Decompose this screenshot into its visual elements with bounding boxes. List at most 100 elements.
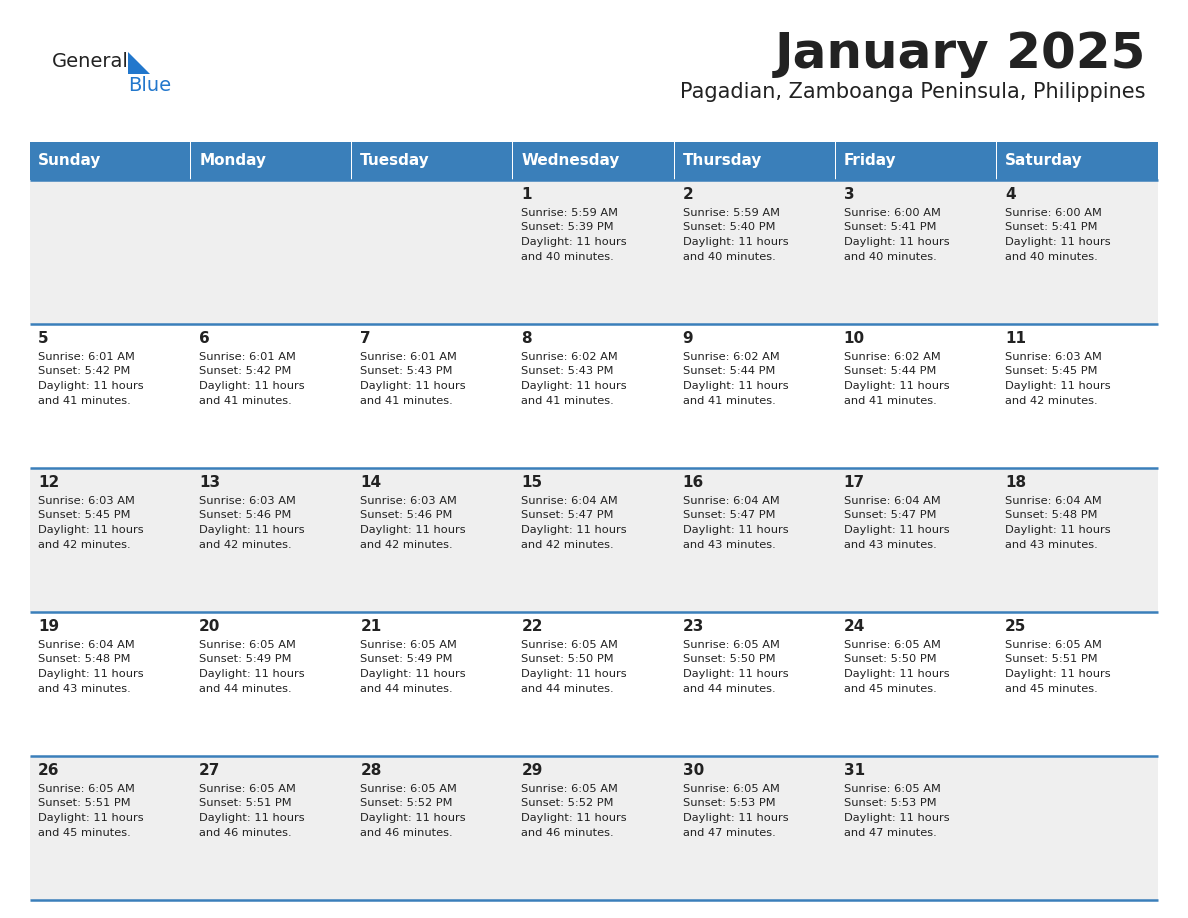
Text: and 45 minutes.: and 45 minutes.	[843, 684, 936, 693]
Text: 22: 22	[522, 619, 543, 634]
Bar	[513, 142, 675, 180]
Bar	[997, 142, 1158, 180]
Text: Daylight: 11 hours: Daylight: 11 hours	[200, 669, 305, 679]
Text: 9: 9	[683, 331, 693, 346]
Text: Sunset: 5:45 PM: Sunset: 5:45 PM	[38, 510, 131, 521]
Text: Daylight: 11 hours: Daylight: 11 hours	[38, 813, 144, 823]
Text: Sunset: 5:46 PM: Sunset: 5:46 PM	[360, 510, 453, 521]
Text: Daylight: 11 hours: Daylight: 11 hours	[38, 669, 144, 679]
Text: Sunrise: 6:05 AM: Sunrise: 6:05 AM	[843, 640, 941, 650]
Text: Sunrise: 6:05 AM: Sunrise: 6:05 AM	[200, 640, 296, 650]
Text: Sunrise: 6:05 AM: Sunrise: 6:05 AM	[843, 784, 941, 794]
Text: Sunrise: 6:01 AM: Sunrise: 6:01 AM	[200, 352, 296, 362]
Text: Daylight: 11 hours: Daylight: 11 hours	[843, 813, 949, 823]
Text: and 41 minutes.: and 41 minutes.	[38, 396, 131, 406]
Text: General: General	[52, 52, 128, 71]
Text: Sunrise: 6:05 AM: Sunrise: 6:05 AM	[683, 784, 779, 794]
Text: and 41 minutes.: and 41 minutes.	[843, 396, 936, 406]
Bar	[30, 324, 1158, 468]
Text: 1: 1	[522, 187, 532, 202]
Text: Sunset: 5:49 PM: Sunset: 5:49 PM	[360, 655, 453, 665]
Text: and 45 minutes.: and 45 minutes.	[38, 827, 131, 837]
Text: 2: 2	[683, 187, 694, 202]
Text: Sunrise: 5:59 AM: Sunrise: 5:59 AM	[522, 208, 619, 218]
Text: Sunset: 5:50 PM: Sunset: 5:50 PM	[522, 655, 614, 665]
Text: Sunrise: 6:03 AM: Sunrise: 6:03 AM	[38, 496, 135, 506]
Text: and 43 minutes.: and 43 minutes.	[1005, 540, 1098, 550]
Text: 4: 4	[1005, 187, 1016, 202]
Text: Sunset: 5:53 PM: Sunset: 5:53 PM	[683, 799, 776, 809]
Text: and 41 minutes.: and 41 minutes.	[522, 396, 614, 406]
Text: Daylight: 11 hours: Daylight: 11 hours	[360, 525, 466, 535]
Text: Sunrise: 6:05 AM: Sunrise: 6:05 AM	[522, 640, 618, 650]
Text: Thursday: Thursday	[683, 153, 762, 169]
Text: 23: 23	[683, 619, 704, 634]
Text: Sunrise: 6:05 AM: Sunrise: 6:05 AM	[38, 784, 135, 794]
Text: Daylight: 11 hours: Daylight: 11 hours	[683, 669, 788, 679]
Text: 25: 25	[1005, 619, 1026, 634]
Text: 27: 27	[200, 763, 221, 778]
Text: Sunset: 5:45 PM: Sunset: 5:45 PM	[1005, 366, 1098, 376]
Text: Daylight: 11 hours: Daylight: 11 hours	[683, 525, 788, 535]
Text: Sunset: 5:44 PM: Sunset: 5:44 PM	[683, 366, 775, 376]
Bar	[30, 142, 191, 180]
Text: and 44 minutes.: and 44 minutes.	[200, 684, 292, 693]
Text: Blue: Blue	[128, 76, 171, 95]
Text: Sunset: 5:43 PM: Sunset: 5:43 PM	[360, 366, 453, 376]
Text: Daylight: 11 hours: Daylight: 11 hours	[1005, 525, 1111, 535]
Bar	[30, 180, 1158, 324]
Text: Sunset: 5:52 PM: Sunset: 5:52 PM	[360, 799, 453, 809]
Text: and 41 minutes.: and 41 minutes.	[683, 396, 776, 406]
Text: 14: 14	[360, 475, 381, 490]
Text: Sunset: 5:48 PM: Sunset: 5:48 PM	[1005, 510, 1098, 521]
Text: and 40 minutes.: and 40 minutes.	[683, 252, 776, 262]
Text: 17: 17	[843, 475, 865, 490]
Text: Daylight: 11 hours: Daylight: 11 hours	[200, 381, 305, 391]
Text: Daylight: 11 hours: Daylight: 11 hours	[200, 813, 305, 823]
Text: and 44 minutes.: and 44 minutes.	[522, 684, 614, 693]
Text: Sunrise: 6:04 AM: Sunrise: 6:04 AM	[683, 496, 779, 506]
Text: Sunset: 5:51 PM: Sunset: 5:51 PM	[1005, 655, 1098, 665]
Text: Daylight: 11 hours: Daylight: 11 hours	[843, 525, 949, 535]
Text: Sunrise: 6:02 AM: Sunrise: 6:02 AM	[683, 352, 779, 362]
Text: 6: 6	[200, 331, 210, 346]
Text: 3: 3	[843, 187, 854, 202]
Text: January 2025: January 2025	[775, 30, 1146, 78]
Text: 13: 13	[200, 475, 220, 490]
Bar	[30, 756, 1158, 900]
Text: Sunset: 5:47 PM: Sunset: 5:47 PM	[843, 510, 936, 521]
Text: 12: 12	[38, 475, 59, 490]
Text: Monday: Monday	[200, 153, 266, 169]
Text: Daylight: 11 hours: Daylight: 11 hours	[200, 525, 305, 535]
Text: Daylight: 11 hours: Daylight: 11 hours	[1005, 381, 1111, 391]
Text: Sunrise: 6:05 AM: Sunrise: 6:05 AM	[360, 640, 457, 650]
Text: and 46 minutes.: and 46 minutes.	[200, 827, 292, 837]
Text: 18: 18	[1005, 475, 1026, 490]
Text: Daylight: 11 hours: Daylight: 11 hours	[522, 669, 627, 679]
Text: Sunrise: 6:03 AM: Sunrise: 6:03 AM	[1005, 352, 1101, 362]
Text: Sunrise: 6:01 AM: Sunrise: 6:01 AM	[360, 352, 457, 362]
Bar	[30, 612, 1158, 756]
Text: Sunrise: 6:02 AM: Sunrise: 6:02 AM	[843, 352, 941, 362]
Text: and 43 minutes.: and 43 minutes.	[38, 684, 131, 693]
Text: Saturday: Saturday	[1005, 153, 1082, 169]
Text: 21: 21	[360, 619, 381, 634]
Text: Sunset: 5:50 PM: Sunset: 5:50 PM	[683, 655, 776, 665]
Bar	[675, 142, 835, 180]
Text: and 43 minutes.: and 43 minutes.	[683, 540, 776, 550]
Bar	[191, 142, 353, 180]
Text: Sunrise: 5:59 AM: Sunrise: 5:59 AM	[683, 208, 779, 218]
Text: Sunrise: 6:02 AM: Sunrise: 6:02 AM	[522, 352, 618, 362]
Text: Daylight: 11 hours: Daylight: 11 hours	[360, 813, 466, 823]
Bar	[835, 142, 997, 180]
Text: Sunrise: 6:01 AM: Sunrise: 6:01 AM	[38, 352, 135, 362]
Text: Daylight: 11 hours: Daylight: 11 hours	[1005, 237, 1111, 247]
Text: Sunrise: 6:05 AM: Sunrise: 6:05 AM	[683, 640, 779, 650]
Text: Sunset: 5:42 PM: Sunset: 5:42 PM	[38, 366, 131, 376]
Bar	[30, 468, 1158, 612]
Text: Sunset: 5:43 PM: Sunset: 5:43 PM	[522, 366, 614, 376]
Text: Sunset: 5:47 PM: Sunset: 5:47 PM	[683, 510, 775, 521]
Text: Sunrise: 6:04 AM: Sunrise: 6:04 AM	[1005, 496, 1101, 506]
Text: Sunset: 5:40 PM: Sunset: 5:40 PM	[683, 222, 775, 232]
Text: Daylight: 11 hours: Daylight: 11 hours	[843, 237, 949, 247]
